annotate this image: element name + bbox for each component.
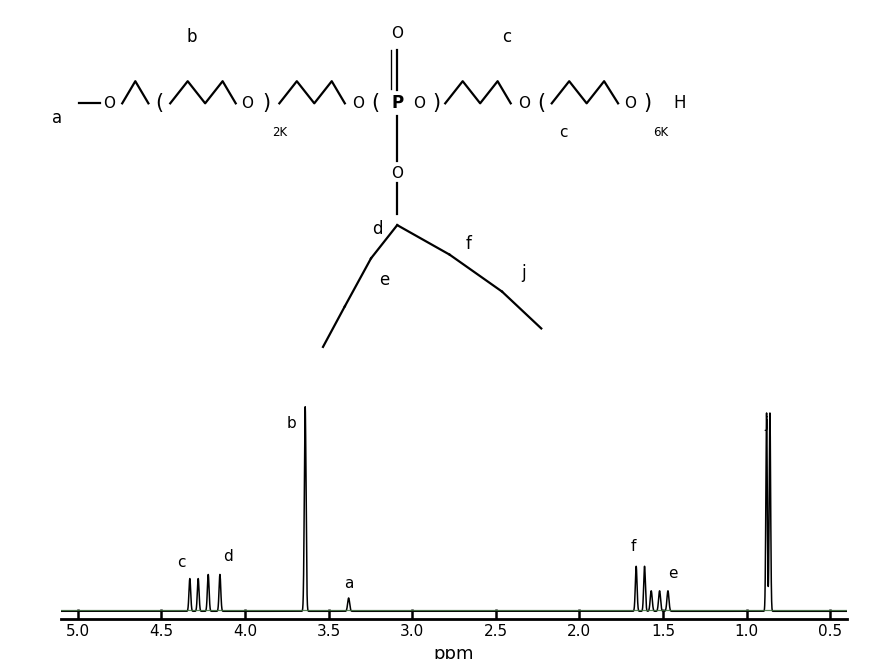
Text: e: e (668, 565, 677, 581)
Text: a: a (344, 576, 354, 591)
Text: f: f (630, 539, 636, 554)
Text: P: P (391, 94, 403, 112)
X-axis label: ppm: ppm (434, 645, 474, 659)
Text: O: O (413, 96, 425, 111)
Text: j: j (521, 264, 526, 282)
Text: O: O (518, 96, 530, 111)
Text: O: O (391, 26, 403, 41)
Text: b: b (187, 28, 197, 46)
Text: O: O (391, 166, 403, 181)
Text: O: O (241, 96, 253, 111)
Text: O: O (624, 96, 636, 111)
Text: ): ) (262, 94, 271, 113)
Text: c: c (502, 28, 511, 46)
Text: c: c (177, 556, 186, 571)
Text: H: H (673, 94, 685, 112)
Text: e: e (379, 272, 389, 289)
Text: 2K: 2K (272, 127, 287, 139)
Text: O: O (103, 96, 115, 111)
Text: ): ) (643, 94, 652, 113)
Text: c: c (559, 125, 567, 140)
Text: ): ) (432, 94, 441, 113)
Text: b: b (287, 416, 297, 431)
Text: O: O (352, 96, 364, 111)
Text: (: ( (537, 94, 546, 113)
Text: f: f (466, 235, 471, 252)
Text: d: d (372, 220, 382, 238)
Text: (: ( (155, 94, 163, 113)
Text: (: ( (371, 94, 380, 113)
Text: a: a (52, 109, 62, 127)
Text: j: j (765, 416, 769, 431)
Text: d: d (223, 549, 233, 564)
Text: 6K: 6K (653, 127, 669, 139)
